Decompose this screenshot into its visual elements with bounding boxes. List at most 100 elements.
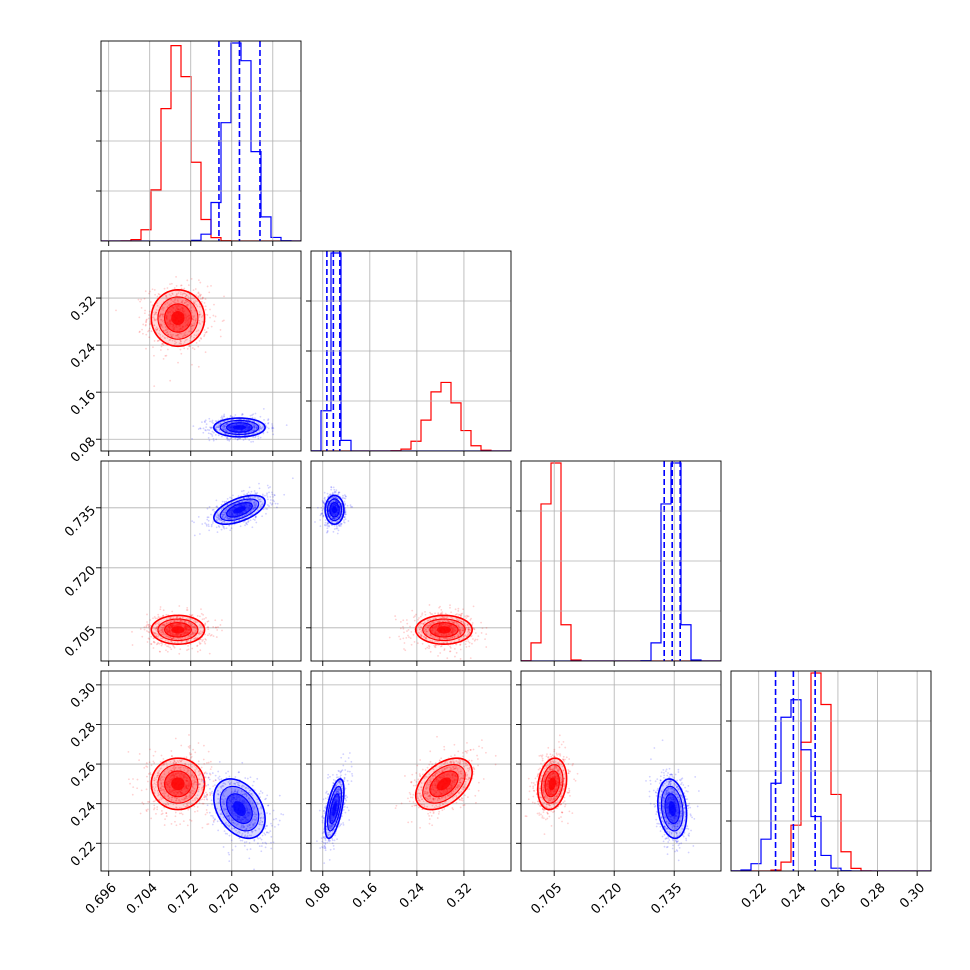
sample-point — [215, 428, 218, 431]
contour-line — [213, 494, 266, 525]
sample-point — [233, 503, 236, 506]
sample-point — [155, 326, 158, 329]
sample-point — [253, 502, 256, 505]
sample-point — [191, 623, 194, 626]
sample-point — [195, 781, 198, 784]
sample-point — [212, 431, 215, 434]
sample-point — [220, 508, 223, 510]
sample-point — [189, 753, 192, 756]
sample-point — [213, 510, 216, 513]
sample-point — [470, 634, 473, 637]
sample-point — [253, 425, 256, 428]
sample-point — [324, 521, 327, 524]
sample-point — [197, 632, 200, 635]
sample-point — [321, 509, 324, 512]
sample-point — [202, 427, 205, 430]
histogram-series-2 — [731, 699, 931, 871]
sample-point — [459, 628, 462, 631]
sample-point — [429, 624, 431, 627]
sample-point — [259, 436, 262, 439]
sample-point — [224, 513, 226, 515]
sample-point — [438, 637, 440, 639]
sample-point — [145, 624, 148, 627]
sample-point — [468, 641, 471, 644]
sample-point — [191, 630, 194, 633]
sample-point — [203, 333, 206, 336]
sample-point — [249, 519, 252, 522]
sample-point — [152, 324, 155, 327]
sample-point — [346, 504, 349, 507]
sample-point — [178, 806, 181, 809]
sample-point — [163, 336, 166, 339]
sample-point — [423, 621, 426, 624]
sample-point — [187, 618, 190, 621]
sample-point — [146, 766, 149, 768]
sample-point — [159, 637, 162, 640]
sample-point — [147, 330, 149, 333]
sample-point — [333, 488, 336, 491]
sample-point — [255, 492, 258, 495]
sample-point — [190, 614, 193, 617]
sample-point — [428, 622, 431, 625]
sample-point — [198, 314, 201, 316]
sample-point — [176, 334, 178, 337]
sample-point — [147, 317, 150, 320]
sample-point — [147, 625, 150, 628]
sample-point — [462, 629, 464, 632]
sample-point — [204, 638, 207, 640]
sample-point — [217, 514, 220, 517]
sample-point — [180, 343, 183, 345]
sample-point — [398, 635, 400, 638]
sample-point — [267, 422, 270, 424]
sample-point — [340, 522, 343, 525]
sample-point — [156, 328, 159, 331]
sample-point — [175, 616, 178, 619]
sample-point — [445, 637, 448, 640]
sample-point — [145, 762, 148, 764]
sample-point — [176, 333, 179, 336]
sample-point — [210, 284, 212, 287]
sample-point — [339, 525, 342, 527]
sample-point — [220, 528, 223, 531]
sample-point — [472, 638, 474, 640]
sample-point — [183, 292, 186, 295]
sample-point — [457, 613, 460, 616]
sample-point — [143, 297, 146, 300]
sample-point — [260, 500, 262, 503]
sample-point — [327, 495, 330, 497]
sample-point — [186, 797, 189, 800]
sample-point — [242, 439, 245, 441]
sample-point — [195, 621, 197, 624]
sample-point — [337, 523, 340, 526]
sample-point — [184, 295, 187, 298]
sample-point — [187, 297, 190, 300]
sample-point — [481, 627, 484, 630]
x-tick-label: 0.704 — [124, 880, 161, 917]
sample-point — [169, 637, 171, 639]
sample-point — [336, 525, 338, 528]
sample-point — [193, 334, 196, 336]
sample-point — [259, 500, 262, 503]
y-tick-label: 0.16 — [68, 388, 99, 419]
sample-point — [252, 440, 255, 443]
sample-point — [170, 302, 173, 305]
sample-point — [181, 301, 184, 304]
sample-point — [254, 435, 257, 438]
sample-point — [331, 496, 334, 499]
sample-point — [260, 427, 263, 430]
sample-point — [229, 518, 232, 521]
sample-point — [446, 657, 449, 660]
sample-point — [200, 766, 203, 769]
sample-point — [222, 415, 225, 417]
sample-point — [225, 527, 228, 530]
sample-point — [465, 635, 468, 638]
sample-point — [438, 620, 441, 623]
sample-point — [253, 425, 256, 428]
sample-point — [161, 342, 164, 345]
sample-point — [153, 631, 155, 634]
sample-point — [339, 518, 341, 521]
sample-point — [418, 617, 420, 619]
x-tick-label: 0.28 — [858, 880, 889, 911]
histogram-series-2 — [101, 42, 301, 241]
sample-point — [161, 335, 164, 337]
